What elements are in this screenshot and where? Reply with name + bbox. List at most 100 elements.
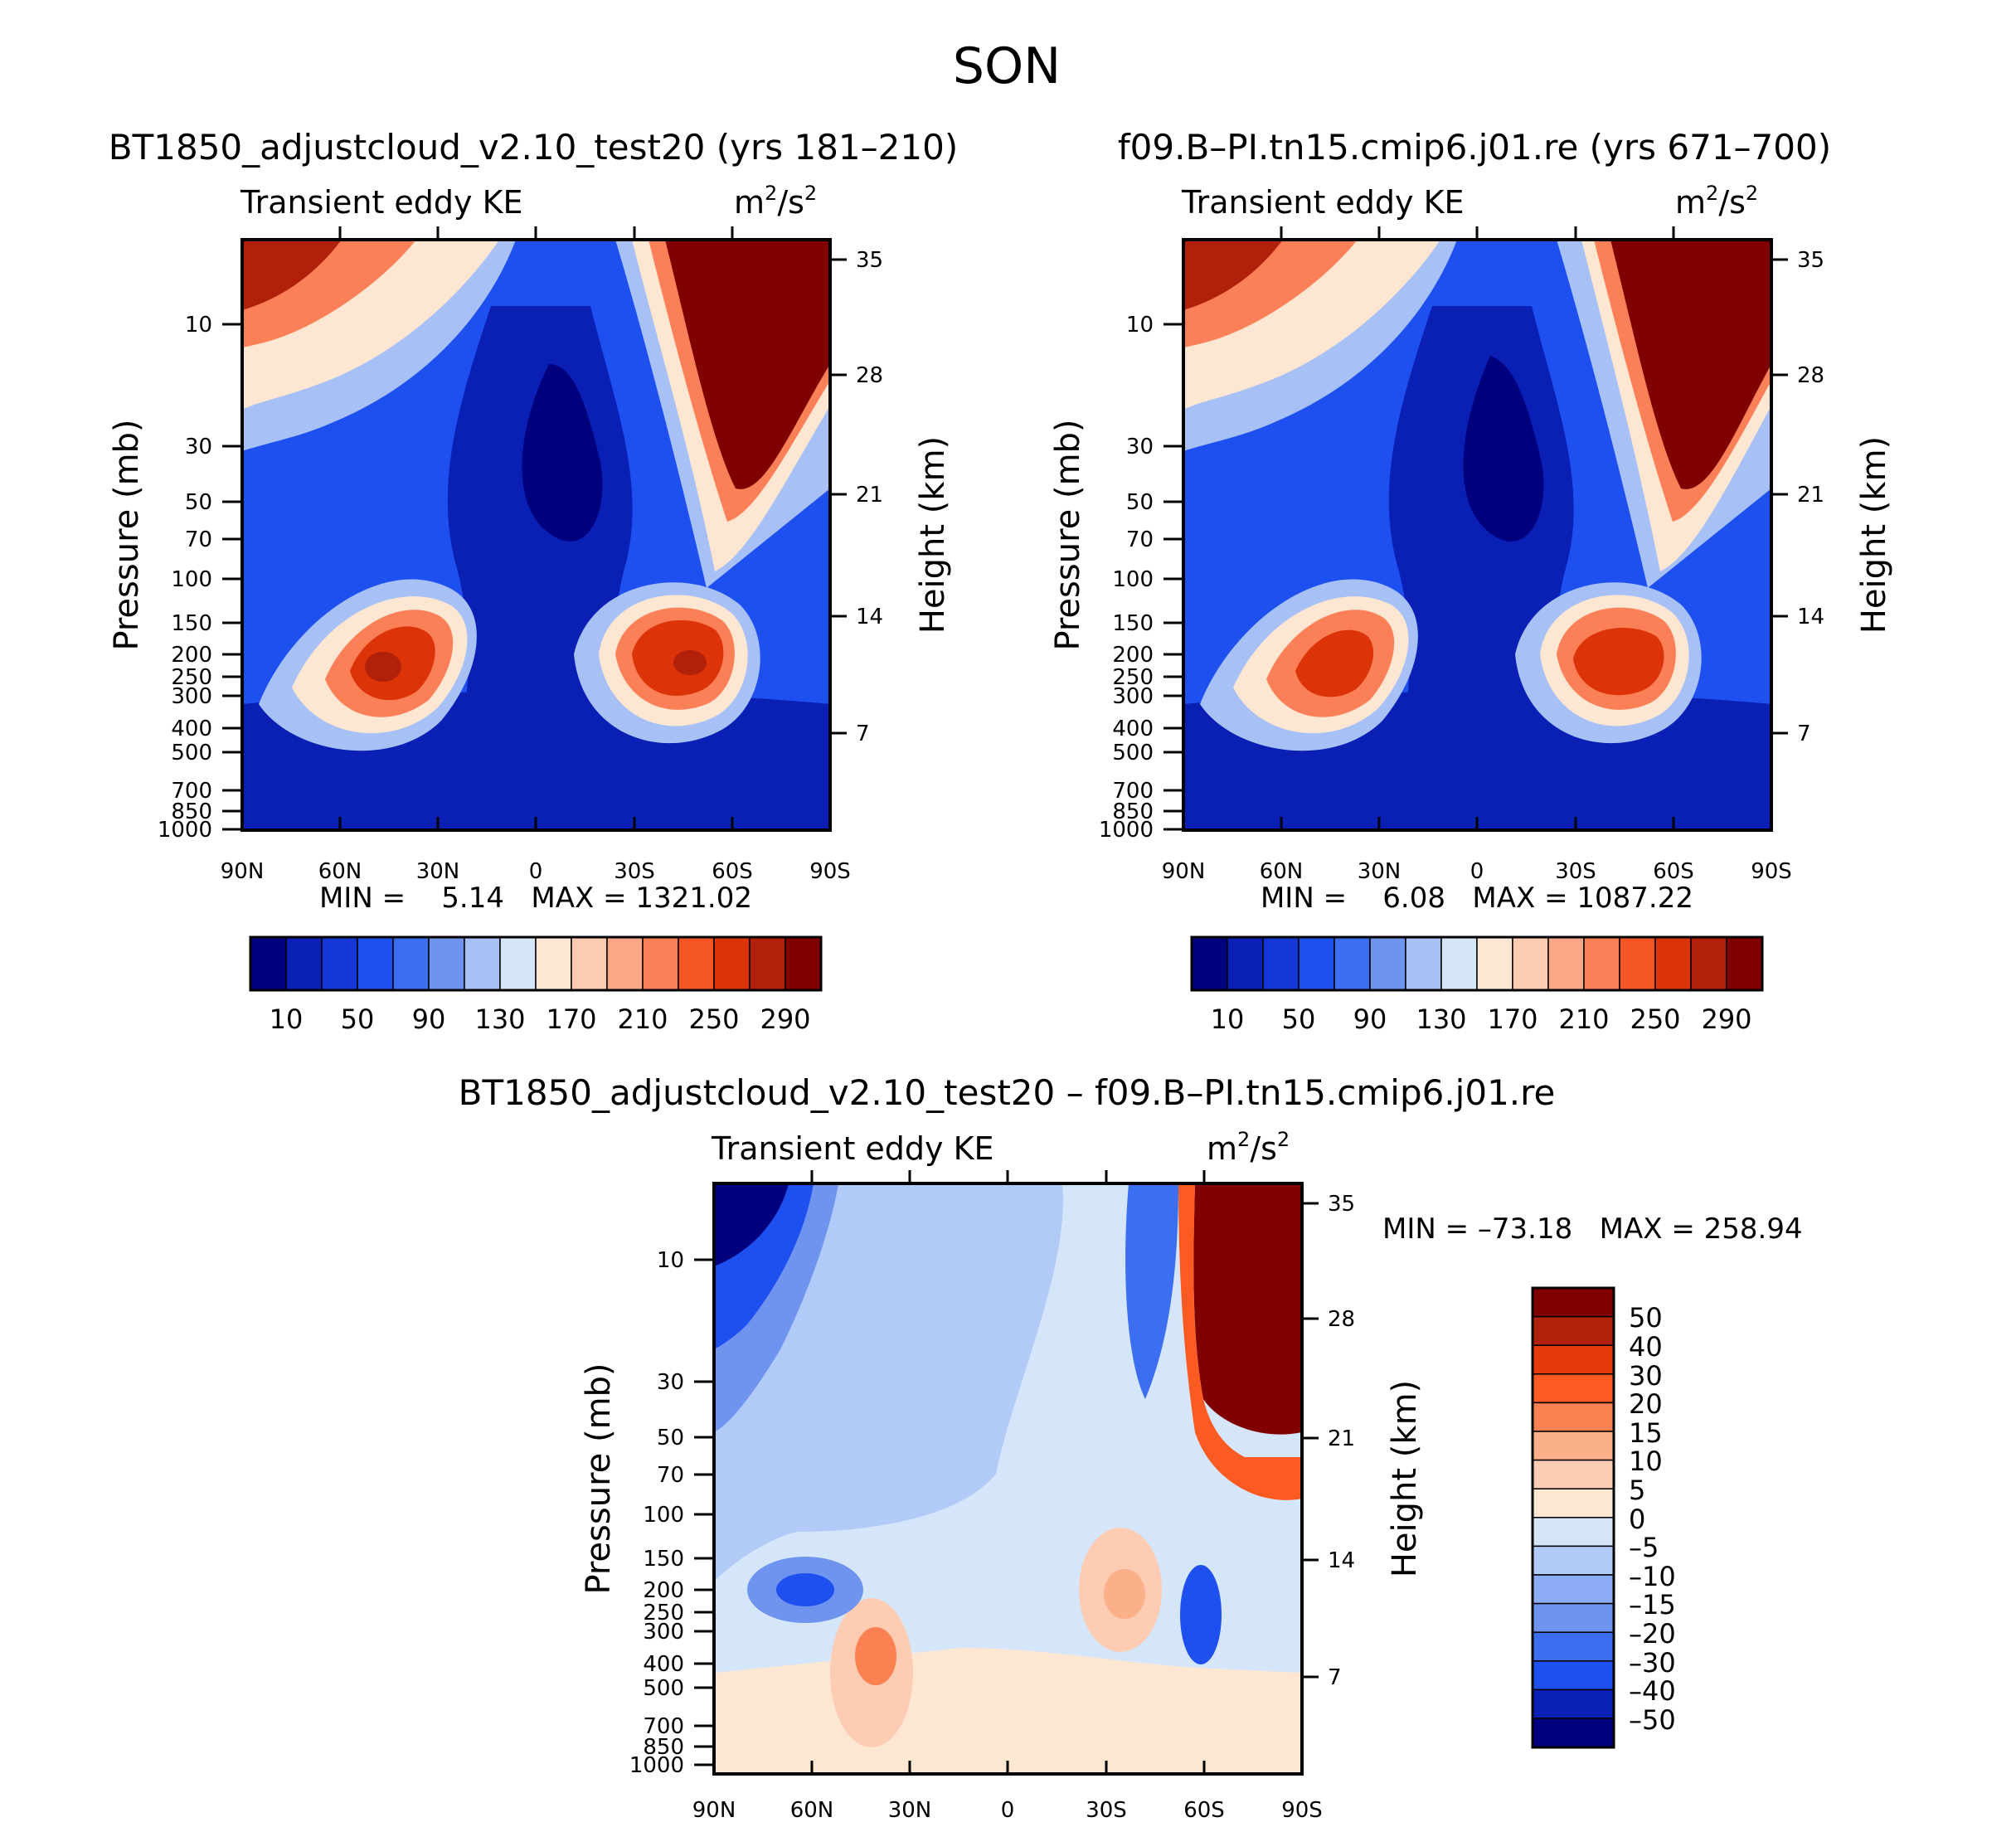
- sh-jet-diff-core: [1104, 1569, 1145, 1619]
- equatorial-minimum: [1463, 356, 1544, 542]
- colorbar-swatch: [749, 936, 786, 991]
- colorbar-swatch: [785, 936, 822, 991]
- height-tick: 21: [856, 483, 883, 508]
- colorbar-swatch: [1476, 936, 1513, 991]
- pressure-tick: 300: [1112, 684, 1154, 709]
- nh-jet: [259, 579, 477, 751]
- colorbar-label: 90: [1353, 1003, 1387, 1035]
- height-tick: 21: [1328, 1426, 1355, 1451]
- colorbar-swatch: [1333, 936, 1371, 991]
- colorbar-swatch: [1532, 1631, 1615, 1662]
- contour-plot: 10 30 50 70 100 150 200 250 300 400 500 …: [108, 226, 952, 915]
- colorbar-label: 170: [546, 1003, 596, 1035]
- colorbar-swatch: [1619, 936, 1656, 991]
- contour-fill: [714, 1183, 1302, 1774]
- colorbar-swatch: [642, 936, 679, 991]
- latitude-tick-marks: [338, 226, 734, 830]
- pressure-tick: 850: [171, 799, 212, 824]
- height-tick: 28: [1797, 363, 1824, 388]
- colorbar-label: –10: [1629, 1561, 1676, 1592]
- pressure-tick: 30: [1126, 435, 1154, 459]
- colorbar-label: 210: [617, 1003, 668, 1035]
- height-tick: 14: [1797, 605, 1824, 629]
- pressure-tick: 500: [643, 1676, 684, 1701]
- colorbar: 10 50 90 130 170 210 250 290: [1190, 935, 1764, 1035]
- colorbar-swatch: [1369, 936, 1406, 991]
- colorbar-label: 30: [1629, 1360, 1663, 1392]
- colorbar-label: 130: [474, 1003, 525, 1035]
- min-max-stats: MIN = 5.14 MAX = 1321.02: [319, 882, 752, 915]
- colorbar-label: 250: [1630, 1003, 1680, 1035]
- lat-tick: 0: [1001, 1798, 1015, 1823]
- pressure-axis: 10 30 50 70 100 150 200 250 300 400 500 …: [629, 1248, 714, 1778]
- colorbar-label: 10: [1629, 1446, 1663, 1477]
- colorbar-label: –40: [1629, 1675, 1676, 1707]
- height-axis: 35 28 21 14 7: [1302, 1192, 1355, 1690]
- pressure-tick: 30: [185, 435, 212, 459]
- colorbar-swatch: [250, 936, 287, 991]
- pressure-tick-marks: [694, 1258, 714, 1766]
- height-tick: 28: [856, 363, 883, 388]
- variable-title: Transient eddy KE: [240, 184, 523, 221]
- lat-tick: 60N: [790, 1798, 834, 1823]
- nh-trop-negative-core: [776, 1573, 834, 1606]
- colorbar-swatch: [1532, 1602, 1615, 1633]
- panel-title: BT1850_adjustcloud_v2.10_test20 – f09.B–…: [459, 1072, 1556, 1113]
- pressure-tick: 150: [1112, 611, 1154, 636]
- colorbar-label: 130: [1416, 1003, 1466, 1035]
- sh-trop-negative: [1180, 1565, 1222, 1664]
- pressure-tick: 700: [1112, 779, 1154, 804]
- figure-title: SON: [953, 37, 1061, 95]
- lat-tick: 60N: [318, 859, 362, 884]
- height-tick: 35: [1797, 248, 1824, 273]
- equatorial-minimum: [522, 364, 603, 542]
- nh-polar-core: [714, 1183, 789, 1266]
- colorbar-label: 50: [341, 1003, 375, 1035]
- sh-jet: [574, 582, 760, 744]
- sh-strat-darkred: [1193, 1183, 1302, 1435]
- height-axis: 35 28 21 14 7: [830, 248, 883, 746]
- pressure-tick: 70: [1126, 527, 1154, 552]
- colorbar-swatch: [1532, 1431, 1615, 1461]
- height-tick: 35: [856, 248, 883, 273]
- colorbar-swatch: [1547, 936, 1585, 991]
- pressure-tick: 300: [171, 684, 212, 709]
- height-tick-marks: [1771, 258, 1788, 735]
- height-axis-label: Height (km): [1855, 436, 1893, 634]
- colorbar-frame: [1190, 935, 1764, 992]
- equatorial-dark-column: [1382, 306, 1574, 830]
- colorbar-swatch: [1262, 936, 1299, 991]
- pressure-tick: 500: [1112, 741, 1154, 765]
- nh-jet-core: [365, 652, 401, 682]
- height-tick: 7: [856, 722, 870, 746]
- colorbar-label: 50: [1629, 1302, 1663, 1334]
- height-axis: 35 28 21 14 7: [1771, 248, 1824, 746]
- colorbar-label: 40: [1629, 1331, 1663, 1363]
- latitude-axis: 90N 60N 30N 0 30S 60S 90S: [692, 1170, 1323, 1823]
- pressure-tick: 250: [643, 1601, 684, 1625]
- variable-title: Transient eddy KE: [711, 1130, 994, 1167]
- variable-title: Transient eddy KE: [1181, 184, 1465, 221]
- colorbar-swatch: [1227, 936, 1264, 991]
- lat-tick: 90N: [692, 1798, 736, 1823]
- colorbar-label: –30: [1629, 1647, 1676, 1679]
- pressure-tick: 100: [1112, 567, 1154, 592]
- colorbar-label: 5: [1629, 1475, 1645, 1506]
- pressure-tick: 150: [171, 611, 212, 636]
- colorbar-label: 50: [1282, 1003, 1316, 1035]
- height-tick: 7: [1328, 1665, 1342, 1690]
- colorbar-swatch: [535, 936, 572, 991]
- colorbar-swatch: [1532, 1287, 1615, 1318]
- pressure-tick: 200: [643, 1578, 684, 1603]
- colorbar-swatch: [1532, 1344, 1615, 1375]
- nh-strat-red: [1183, 240, 1283, 310]
- colorbar-label: 0: [1629, 1504, 1645, 1535]
- colorbar-label: 290: [760, 1003, 810, 1035]
- colorbar-label: 210: [1558, 1003, 1609, 1035]
- colorbar-swatch: [1726, 936, 1763, 991]
- colorbar-swatch: [1583, 936, 1620, 991]
- pressure-tick: 850: [1112, 799, 1154, 824]
- equatorial-dark-column: [441, 306, 633, 830]
- panel-control: f09.B–PI.tn15.cmip6.j01.re (yrs 671–700)…: [1049, 127, 1893, 1035]
- lat-tick: 0: [1470, 859, 1484, 884]
